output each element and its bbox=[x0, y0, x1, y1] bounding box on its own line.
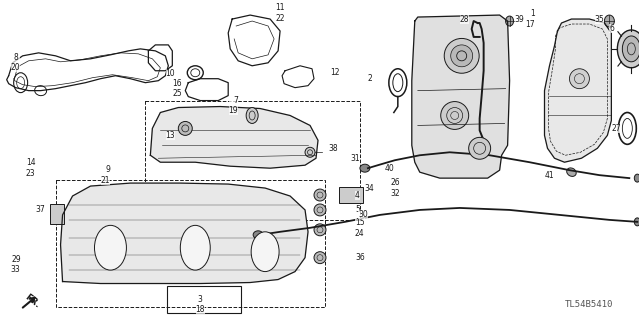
Text: 6: 6 bbox=[609, 25, 614, 33]
Text: 36: 36 bbox=[355, 253, 365, 262]
Text: FR.: FR. bbox=[22, 293, 41, 310]
Text: 30: 30 bbox=[358, 211, 367, 219]
Text: 2: 2 bbox=[367, 74, 372, 83]
Ellipse shape bbox=[180, 225, 210, 270]
Text: 28: 28 bbox=[460, 15, 469, 24]
Ellipse shape bbox=[314, 252, 326, 263]
Ellipse shape bbox=[179, 122, 192, 135]
Text: TL54B5410: TL54B5410 bbox=[565, 300, 614, 309]
Ellipse shape bbox=[95, 225, 127, 270]
Text: 34: 34 bbox=[365, 183, 374, 193]
Ellipse shape bbox=[314, 224, 326, 236]
Ellipse shape bbox=[305, 147, 315, 157]
Ellipse shape bbox=[566, 168, 576, 176]
Ellipse shape bbox=[622, 36, 640, 62]
Ellipse shape bbox=[506, 16, 513, 26]
Text: 37: 37 bbox=[36, 205, 45, 214]
Text: 1
17: 1 17 bbox=[525, 9, 534, 29]
Ellipse shape bbox=[634, 218, 640, 226]
Ellipse shape bbox=[251, 232, 279, 271]
Text: 31: 31 bbox=[350, 154, 360, 163]
Text: 11
22: 11 22 bbox=[275, 4, 285, 23]
Text: 40: 40 bbox=[385, 164, 395, 173]
Ellipse shape bbox=[451, 45, 473, 67]
Text: 8
20: 8 20 bbox=[11, 53, 20, 72]
Ellipse shape bbox=[314, 189, 326, 201]
Ellipse shape bbox=[441, 101, 468, 130]
Text: 29
33: 29 33 bbox=[11, 255, 20, 274]
Text: 14
23: 14 23 bbox=[26, 159, 36, 178]
Ellipse shape bbox=[604, 15, 614, 27]
Text: 7
19: 7 19 bbox=[228, 96, 238, 115]
Text: 5: 5 bbox=[355, 205, 360, 214]
Text: 41: 41 bbox=[545, 171, 554, 180]
Polygon shape bbox=[545, 19, 611, 162]
Text: 4: 4 bbox=[355, 190, 360, 199]
Text: 10: 10 bbox=[166, 69, 175, 78]
Text: 9
21: 9 21 bbox=[101, 166, 111, 185]
Ellipse shape bbox=[360, 164, 370, 172]
Ellipse shape bbox=[634, 174, 640, 182]
Ellipse shape bbox=[618, 30, 640, 68]
Polygon shape bbox=[61, 183, 308, 284]
Ellipse shape bbox=[468, 137, 491, 159]
FancyBboxPatch shape bbox=[49, 204, 63, 224]
Text: 16
25: 16 25 bbox=[173, 79, 182, 98]
Polygon shape bbox=[150, 107, 318, 168]
Ellipse shape bbox=[444, 38, 479, 73]
Text: 26
32: 26 32 bbox=[390, 178, 400, 198]
FancyBboxPatch shape bbox=[339, 187, 363, 203]
Ellipse shape bbox=[253, 231, 263, 239]
Text: 3
18: 3 18 bbox=[195, 295, 205, 314]
Text: 27: 27 bbox=[611, 124, 621, 133]
Text: 35: 35 bbox=[595, 15, 604, 24]
Polygon shape bbox=[412, 15, 509, 178]
Text: 12: 12 bbox=[330, 68, 339, 77]
Text: 15
24: 15 24 bbox=[355, 218, 365, 238]
Ellipse shape bbox=[246, 108, 258, 123]
Text: 39: 39 bbox=[515, 15, 524, 24]
Ellipse shape bbox=[314, 204, 326, 216]
Text: 38: 38 bbox=[328, 144, 338, 153]
Text: 13: 13 bbox=[166, 131, 175, 140]
Ellipse shape bbox=[570, 69, 589, 89]
